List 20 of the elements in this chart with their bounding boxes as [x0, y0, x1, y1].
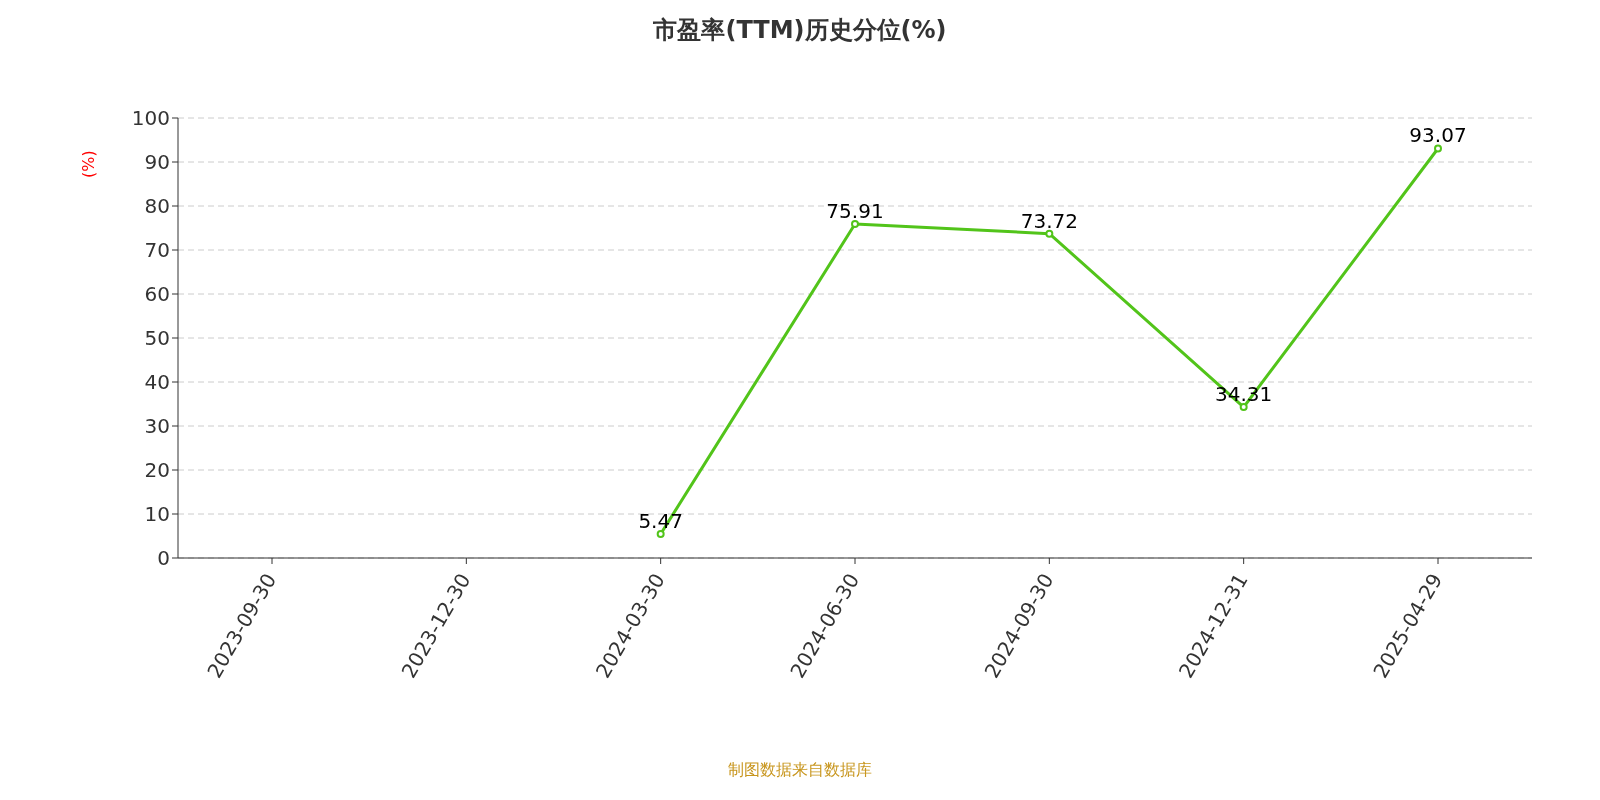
data-label: 93.07 — [1409, 123, 1467, 148]
y-axis-title: (%) — [78, 150, 98, 178]
y-tick-label: 0 — [157, 546, 170, 571]
point — [851, 220, 859, 228]
y-tick-label: 80 — [144, 194, 170, 219]
y-tick-label: 70 — [144, 238, 170, 263]
data-label: 73.72 — [1020, 208, 1078, 233]
y-tick-label: 20 — [144, 458, 170, 483]
y-tick-label: 90 — [144, 150, 170, 175]
y-tick-label: 60 — [144, 282, 170, 307]
y-tick-label: 50 — [144, 326, 170, 351]
y-tick-label: 10 — [144, 502, 170, 527]
chart-title: 市盈率(TTM)历史分位(%) — [652, 15, 948, 46]
y-tick-label: 40 — [144, 370, 170, 395]
y-tick-label: 100 — [131, 106, 170, 131]
point — [1045, 229, 1054, 238]
y-tick-label: 30 — [144, 414, 170, 439]
text: 制图数据来自数据库 — [727, 760, 873, 781]
point — [1434, 144, 1442, 153]
data-label: 75.91 — [826, 199, 884, 223]
